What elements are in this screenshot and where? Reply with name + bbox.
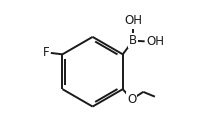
Text: F: F [43,47,49,59]
Text: O: O [127,93,136,106]
Text: B: B [129,34,137,47]
Text: OH: OH [146,35,164,48]
Text: OH: OH [124,14,142,27]
